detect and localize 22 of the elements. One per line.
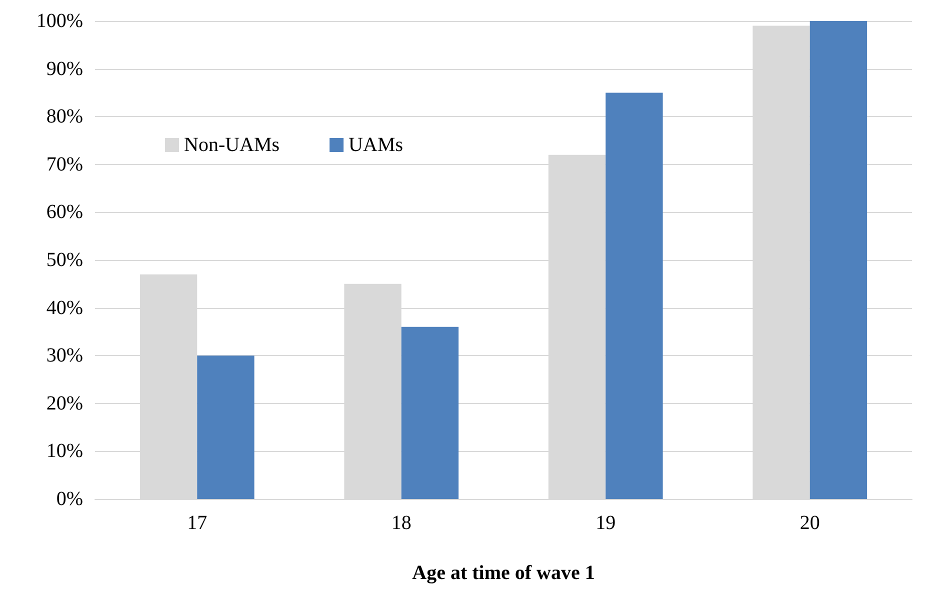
x-tick-label: 20 <box>800 512 820 534</box>
y-tick-label: 10% <box>46 440 83 462</box>
y-tick-label: 40% <box>46 296 83 319</box>
x-axis-title: Age at time of wave 1 <box>412 562 595 584</box>
y-tick-label: 60% <box>46 201 83 224</box>
bar <box>810 21 868 499</box>
bar <box>197 356 254 499</box>
x-tick-label: 17 <box>187 512 208 534</box>
bar <box>606 92 663 499</box>
legend-label: UAMs <box>348 134 404 156</box>
x-tick-label: 19 <box>596 512 616 534</box>
bar <box>401 326 459 499</box>
y-tick-label: 30% <box>46 344 83 367</box>
y-tick-label: 100% <box>36 10 83 32</box>
y-tick-label: 20% <box>46 392 83 414</box>
y-tick-label: 70% <box>46 153 83 176</box>
y-tick-label: 80% <box>46 106 83 128</box>
y-tick-label: 50% <box>46 249 83 271</box>
legend-label: Non-UAMs <box>184 134 280 156</box>
y-tick-label: 90% <box>46 58 83 80</box>
x-tick-label: 18 <box>391 512 412 534</box>
y-tick-label: 0% <box>56 488 83 510</box>
